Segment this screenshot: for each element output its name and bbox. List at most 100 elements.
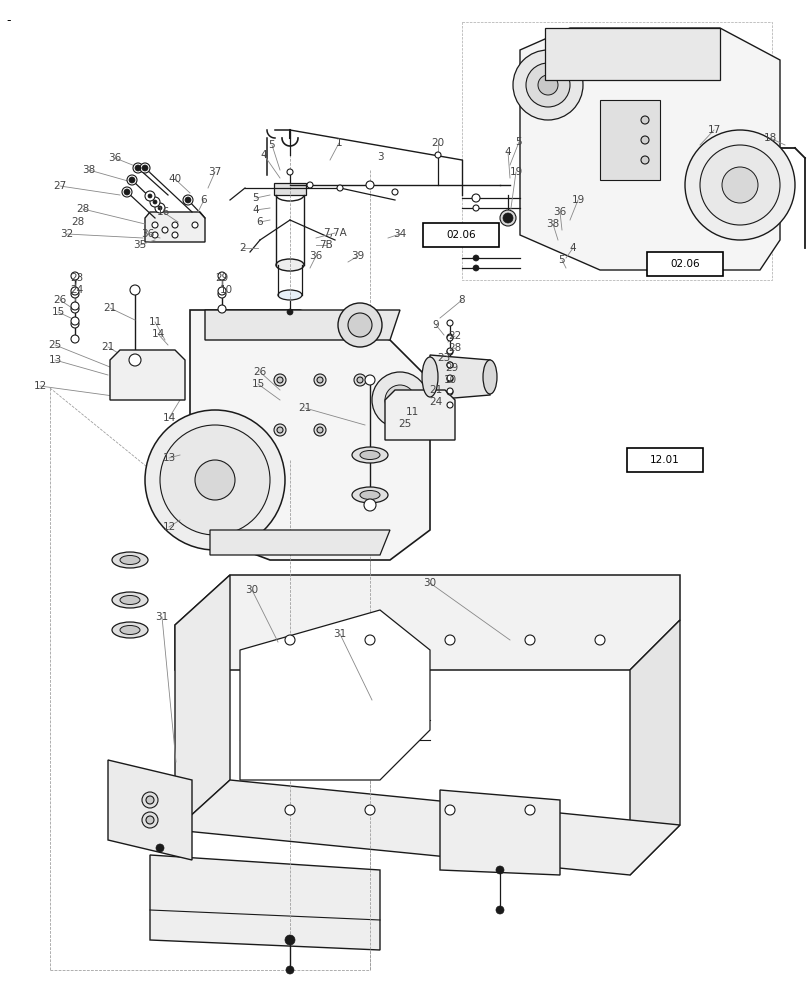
Circle shape	[286, 309, 293, 315]
Text: 36: 36	[108, 153, 122, 163]
Polygon shape	[108, 760, 191, 860]
Circle shape	[446, 375, 453, 381]
Circle shape	[217, 272, 225, 280]
Circle shape	[217, 290, 225, 298]
Circle shape	[444, 635, 454, 645]
Polygon shape	[175, 575, 679, 670]
Text: 38: 38	[82, 165, 96, 175]
Text: 21: 21	[103, 303, 117, 313]
Ellipse shape	[120, 626, 139, 635]
Circle shape	[354, 374, 366, 386]
Circle shape	[71, 287, 79, 295]
Circle shape	[145, 410, 285, 550]
Text: 40: 40	[168, 174, 182, 184]
Text: 4: 4	[260, 150, 267, 160]
Text: 26: 26	[253, 367, 266, 377]
Circle shape	[156, 844, 164, 852]
Circle shape	[365, 635, 375, 645]
Ellipse shape	[276, 189, 303, 201]
Circle shape	[348, 313, 371, 337]
Text: 31: 31	[333, 629, 346, 639]
Ellipse shape	[120, 556, 139, 564]
Text: 38: 38	[546, 219, 559, 229]
Text: 24: 24	[71, 285, 84, 295]
Text: 30: 30	[245, 585, 258, 595]
Circle shape	[142, 812, 158, 828]
Text: 35: 35	[133, 240, 147, 250]
Polygon shape	[430, 355, 489, 400]
Circle shape	[285, 966, 294, 974]
Circle shape	[525, 805, 534, 815]
Circle shape	[500, 210, 515, 226]
Circle shape	[446, 349, 453, 355]
Circle shape	[513, 50, 582, 120]
Circle shape	[277, 377, 283, 383]
Text: 30: 30	[423, 578, 436, 588]
Circle shape	[316, 427, 323, 433]
Circle shape	[525, 635, 534, 645]
Circle shape	[640, 116, 648, 124]
Circle shape	[721, 167, 757, 203]
Polygon shape	[629, 620, 679, 875]
Text: 36: 36	[309, 251, 322, 261]
Ellipse shape	[112, 552, 148, 568]
Text: 2: 2	[239, 243, 246, 253]
Text: 14: 14	[162, 413, 175, 423]
Text: 6: 6	[256, 217, 263, 227]
Text: 21: 21	[429, 385, 442, 395]
Text: 5: 5	[558, 255, 564, 265]
Circle shape	[191, 222, 198, 228]
Circle shape	[502, 213, 513, 223]
Circle shape	[392, 189, 397, 195]
Circle shape	[446, 334, 453, 340]
Circle shape	[150, 197, 160, 207]
Circle shape	[640, 156, 648, 164]
Circle shape	[446, 320, 453, 326]
Text: 13: 13	[49, 355, 62, 365]
Circle shape	[446, 376, 453, 382]
Ellipse shape	[112, 622, 148, 638]
Circle shape	[124, 189, 130, 195]
Circle shape	[307, 182, 312, 188]
Circle shape	[130, 285, 139, 295]
Ellipse shape	[359, 490, 380, 499]
Text: 39: 39	[351, 251, 364, 261]
Circle shape	[446, 362, 453, 368]
Polygon shape	[150, 855, 380, 950]
Text: 15: 15	[51, 307, 65, 317]
Text: 28: 28	[448, 343, 461, 353]
Circle shape	[145, 191, 155, 201]
Circle shape	[160, 425, 270, 535]
Circle shape	[71, 335, 79, 343]
Circle shape	[129, 177, 135, 183]
Circle shape	[538, 75, 557, 95]
FancyBboxPatch shape	[626, 448, 702, 472]
Circle shape	[337, 303, 381, 347]
Text: 21: 21	[101, 342, 114, 352]
Circle shape	[285, 805, 294, 815]
Circle shape	[365, 805, 375, 815]
Circle shape	[435, 152, 440, 158]
Text: 32: 32	[60, 229, 74, 239]
Circle shape	[446, 389, 453, 395]
Polygon shape	[210, 530, 389, 555]
Ellipse shape	[422, 357, 437, 397]
Text: 10: 10	[443, 375, 456, 385]
Circle shape	[286, 169, 293, 175]
Text: 1: 1	[335, 138, 342, 148]
Circle shape	[135, 165, 141, 171]
Ellipse shape	[359, 450, 380, 460]
Text: 12: 12	[33, 381, 46, 391]
Circle shape	[146, 796, 154, 804]
Polygon shape	[384, 390, 454, 440]
Text: 29: 29	[444, 363, 458, 373]
Text: 27: 27	[54, 181, 67, 191]
Circle shape	[446, 402, 453, 408]
Text: 5: 5	[268, 140, 275, 150]
FancyBboxPatch shape	[423, 223, 499, 247]
Text: 4: 4	[504, 147, 511, 157]
Text: 22: 22	[448, 331, 461, 341]
Circle shape	[363, 499, 375, 511]
Text: 5: 5	[515, 137, 521, 147]
Polygon shape	[440, 790, 560, 875]
